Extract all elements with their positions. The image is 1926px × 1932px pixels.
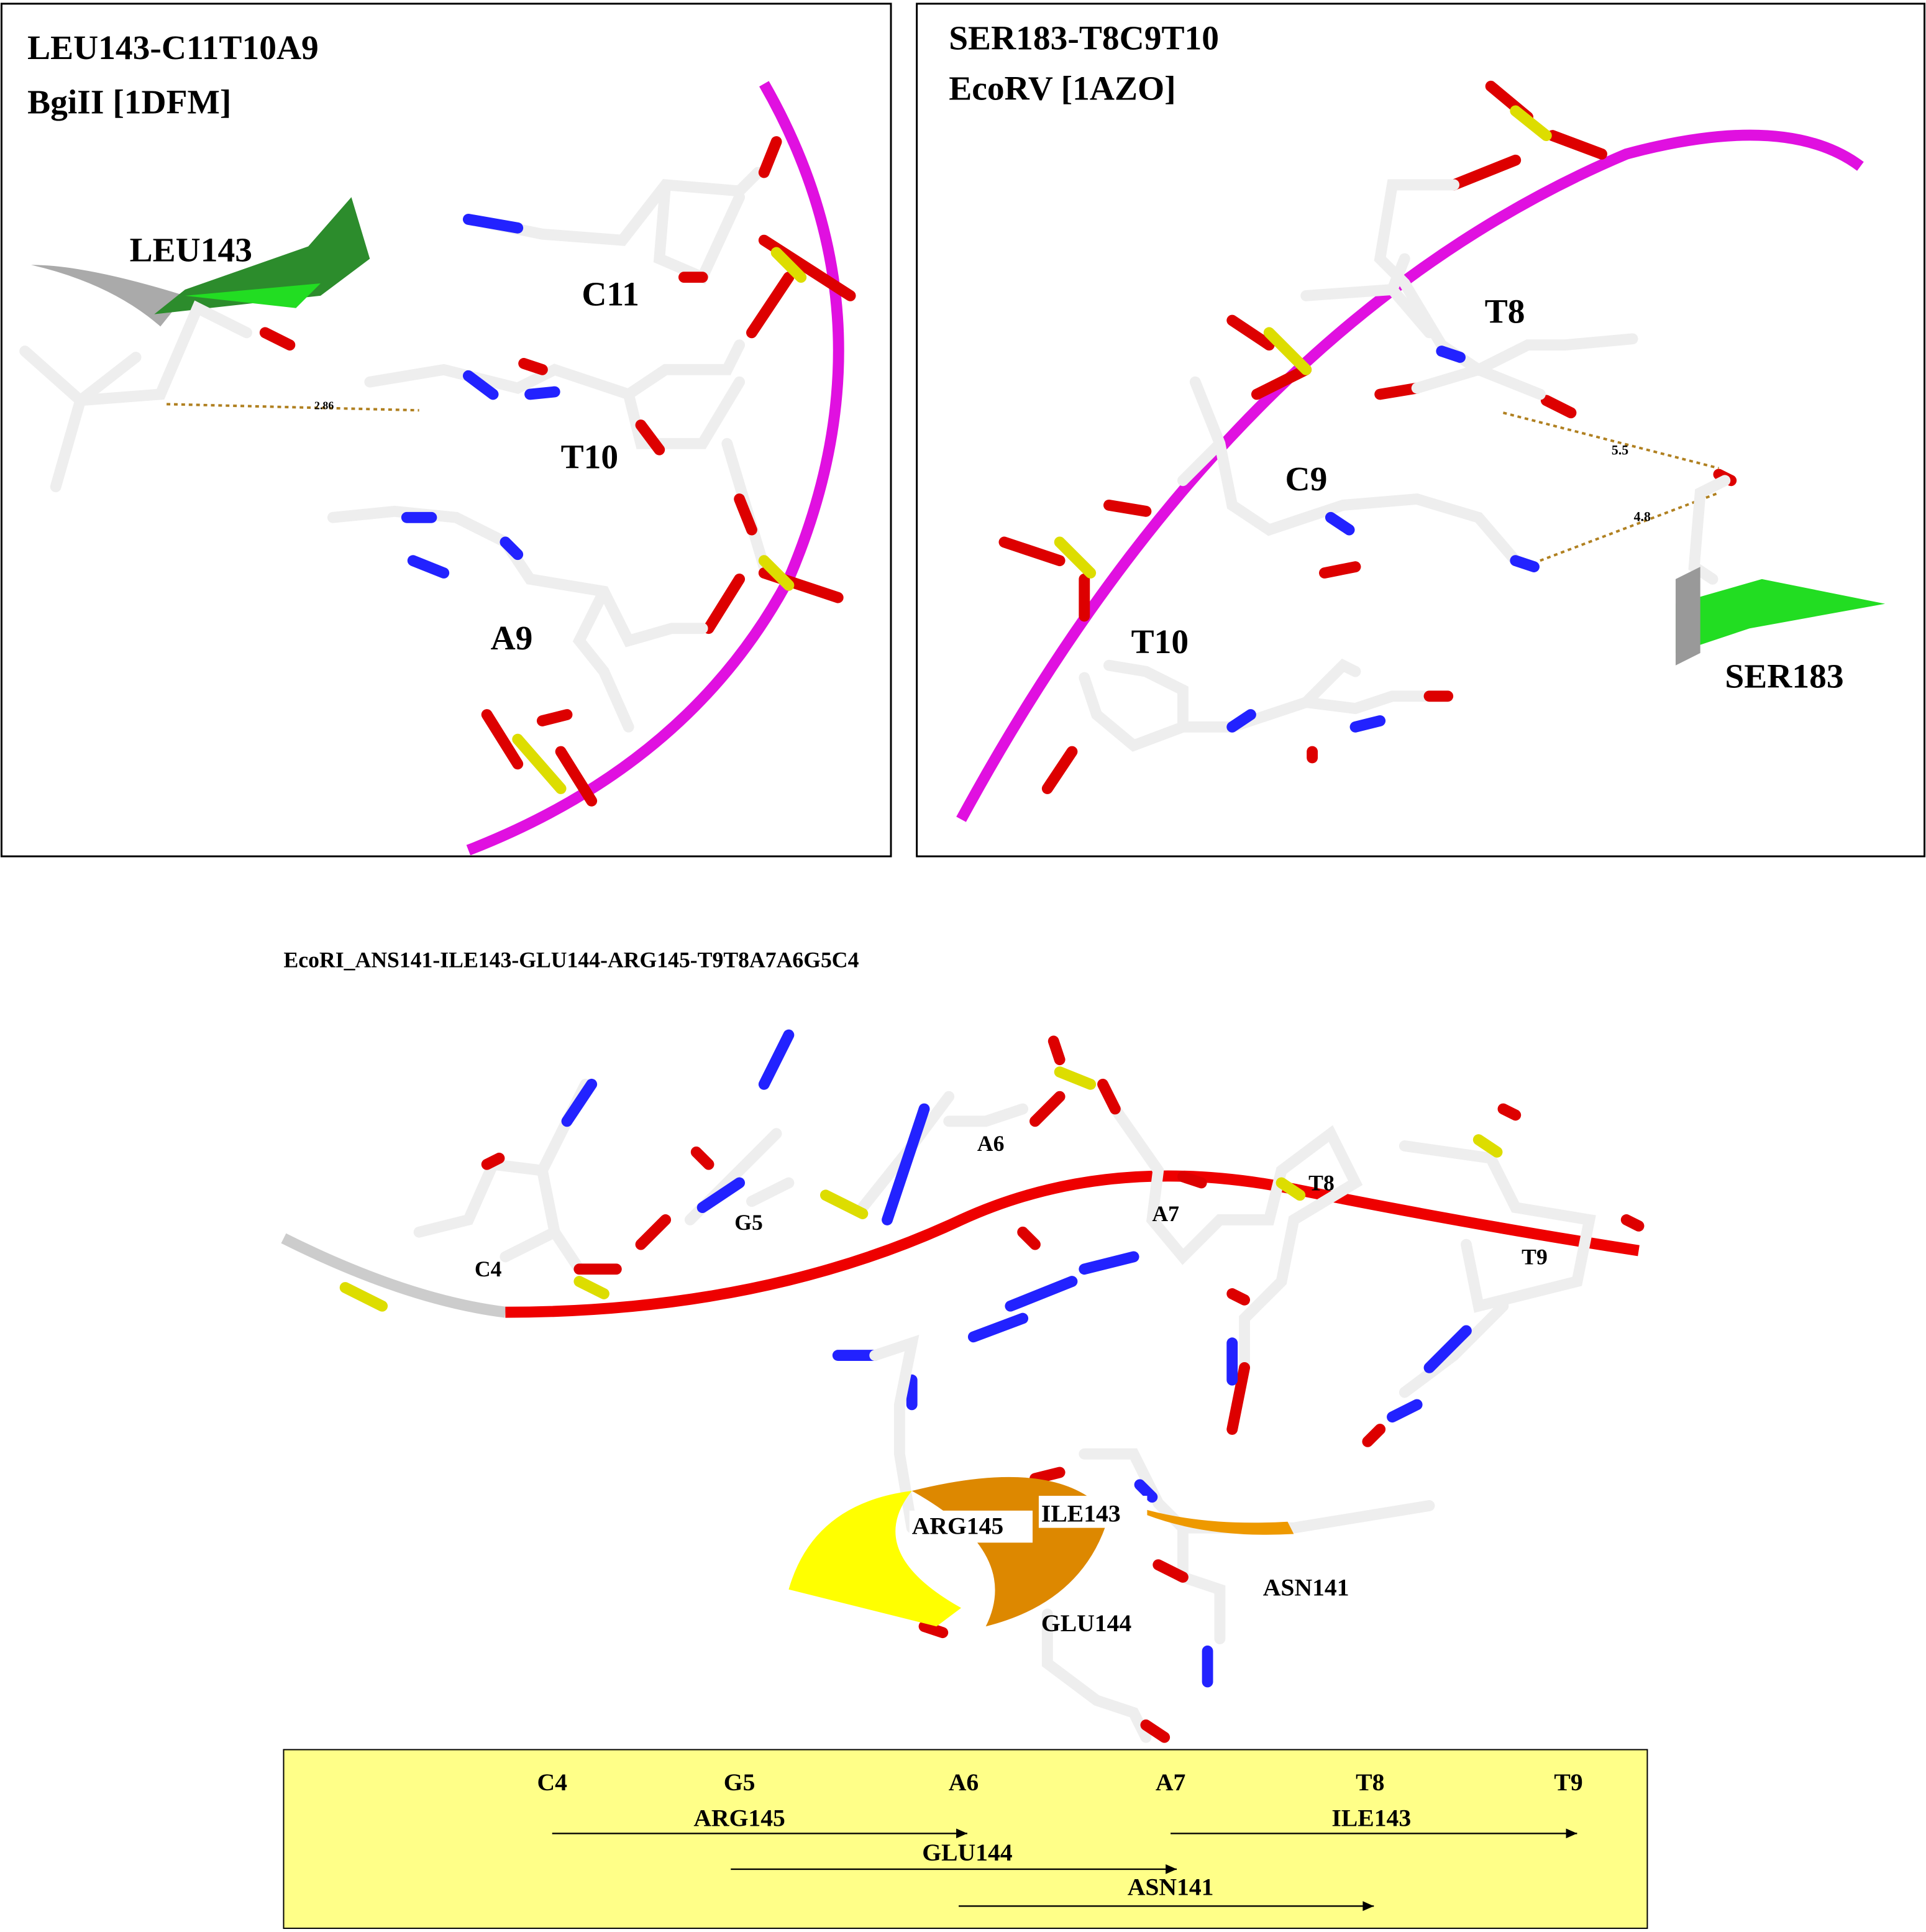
figure-title: EcoRI_ANS141-ILE143-GLU144-ARG145-T9T8A7… [283,947,859,972]
panel-title: SER183-T8C9T10 [949,19,1219,57]
nucleotide-label: G5 [734,1210,763,1235]
nucleotide-label: T8 [1308,1170,1335,1195]
molecule-render [281,1029,1645,1743]
interaction-table [283,1749,1648,1930]
distance-label: 2.86 [314,399,334,411]
column-label: G5 [724,1769,755,1796]
arrow-head [1166,1864,1177,1874]
molecule-render [956,80,1886,822]
label-box [909,1510,1033,1543]
panel-subtitle: EcoRV [1AZO] [949,70,1175,108]
residue-label: ARG145 [912,1513,1004,1540]
arrow-head [956,1828,967,1839]
nucleotide-label: T10 [561,438,619,476]
column-label: C4 [537,1769,568,1796]
distance-label: 5.5 [1612,443,1628,458]
nucleotide-label: A6 [977,1131,1005,1156]
nucleotide-label: T10 [1131,623,1189,661]
arrow-head [1362,1901,1374,1911]
panel-frame [916,2,1926,858]
nucleotide-label: T9 [1522,1244,1548,1269]
nucleotide-label: C9 [1285,460,1327,498]
panel-subtitle: BgiII [1DFM] [27,83,231,121]
residue-label: LEU143 [130,231,252,269]
residue-label: ASN141 [1263,1574,1349,1601]
label-box [1038,1496,1148,1528]
arrow-label: ILE143 [1331,1804,1411,1831]
nucleotide-label: T8 [1485,293,1525,331]
nucleotide-label: A7 [1152,1201,1179,1226]
residue-label: ILE143 [1041,1500,1121,1527]
column-label: T8 [1356,1769,1384,1796]
arrow-label: ARG145 [693,1804,785,1831]
column-label: A7 [1156,1769,1185,1796]
residue-label: GLU144 [1041,1609,1132,1637]
nucleotide-label: C4 [475,1257,502,1281]
nucleotide-label: A9 [491,620,533,657]
nucleotide-label: C11 [582,276,639,314]
interaction-map: C4 G5 A6 A7 T8 T9 ARG145 ILE143 GLU144 ASN141 [537,1769,1583,1911]
residue-label: SER183 [1725,657,1843,695]
arrow-label: GLU144 [922,1839,1013,1866]
distance-label: 4.8 [1634,510,1651,524]
molecule-render [19,81,856,856]
arrow-head [1566,1828,1577,1839]
column-label: A6 [949,1769,979,1796]
panel-title: LEU143-C11T10A9 [27,29,319,67]
column-label: T9 [1554,1769,1582,1796]
arrow-label: ASN141 [1128,1874,1214,1901]
panel-frame [0,2,892,858]
